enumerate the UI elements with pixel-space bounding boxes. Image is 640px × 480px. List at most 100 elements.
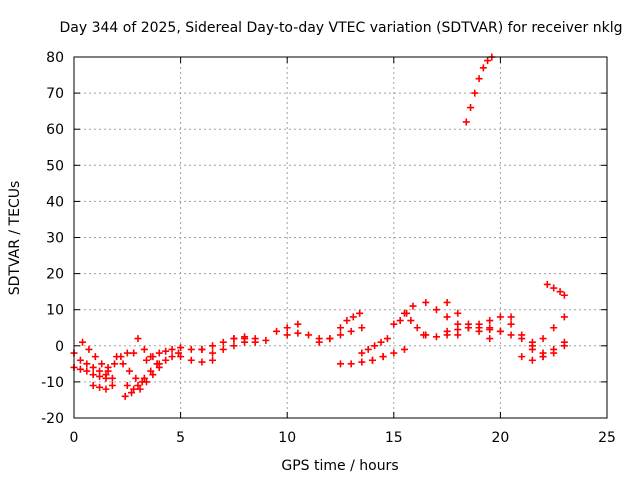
series-arc-22 bbox=[368, 345, 408, 364]
data-point bbox=[177, 353, 185, 361]
data-point bbox=[209, 356, 217, 364]
data-point bbox=[209, 349, 217, 357]
series-arc-15 bbox=[230, 333, 270, 344]
series-arc-28 bbox=[443, 324, 504, 335]
y-tick-label: 80 bbox=[46, 50, 64, 66]
data-point bbox=[187, 345, 195, 353]
data-point bbox=[155, 349, 163, 357]
series-arc-21 bbox=[358, 335, 391, 357]
data-point bbox=[162, 347, 170, 355]
data-point bbox=[543, 280, 551, 288]
data-point bbox=[174, 349, 182, 357]
data-point bbox=[113, 353, 121, 361]
data-point bbox=[377, 338, 385, 346]
data-point bbox=[123, 382, 131, 390]
data-point bbox=[219, 338, 227, 346]
data-point bbox=[209, 342, 217, 350]
data-point bbox=[121, 392, 129, 400]
series-arc-4 bbox=[89, 382, 116, 393]
data-point bbox=[142, 378, 150, 386]
data-point bbox=[454, 326, 462, 334]
data-point bbox=[390, 320, 398, 328]
data-point bbox=[443, 327, 451, 335]
series-arc-30 bbox=[462, 53, 496, 126]
series-arc-16 bbox=[273, 320, 302, 335]
series-arc-29 bbox=[464, 313, 515, 332]
data-point bbox=[539, 353, 547, 361]
data-point bbox=[83, 360, 91, 368]
data-point bbox=[343, 317, 351, 325]
data-point bbox=[560, 313, 568, 321]
series-arc-36 bbox=[539, 342, 568, 361]
series-arc-25 bbox=[422, 331, 462, 341]
data-point bbox=[413, 324, 421, 332]
data-point bbox=[422, 331, 430, 339]
data-point bbox=[162, 356, 170, 364]
data-point bbox=[550, 349, 558, 357]
data-point bbox=[556, 288, 564, 296]
data-point bbox=[134, 335, 142, 343]
series-arc-12 bbox=[177, 353, 217, 366]
data-point bbox=[187, 356, 195, 364]
data-point bbox=[467, 104, 475, 112]
series-arc-23 bbox=[390, 302, 417, 328]
data-point bbox=[119, 360, 127, 368]
data-point bbox=[85, 345, 93, 353]
data-point bbox=[149, 371, 157, 379]
y-tick-label: 40 bbox=[46, 194, 64, 210]
y-tick-label: -20 bbox=[41, 411, 64, 427]
data-point bbox=[111, 360, 119, 368]
data-point bbox=[108, 382, 116, 390]
data-point bbox=[108, 374, 116, 382]
data-point bbox=[409, 302, 417, 310]
grid-lines bbox=[74, 57, 607, 418]
data-point bbox=[177, 344, 185, 352]
x-tick-label: 10 bbox=[278, 430, 296, 446]
y-axis-label: SDTVAR / TECUs bbox=[7, 181, 23, 296]
y-tick-label: 10 bbox=[46, 303, 64, 319]
data-point bbox=[479, 64, 487, 72]
data-point bbox=[155, 360, 163, 368]
data-point bbox=[443, 313, 451, 321]
series-arc-19 bbox=[337, 309, 364, 332]
data-point bbox=[539, 335, 547, 343]
data-point bbox=[383, 335, 391, 343]
data-point bbox=[142, 356, 150, 364]
data-point bbox=[518, 331, 526, 339]
data-point bbox=[396, 317, 404, 325]
chart-title: Day 344 of 2025, Sidereal Day-to-day VTE… bbox=[60, 20, 623, 36]
data-point bbox=[560, 342, 568, 350]
series-arc-6 bbox=[113, 353, 146, 386]
data-point bbox=[130, 349, 138, 357]
data-point bbox=[198, 358, 206, 366]
data-point bbox=[83, 367, 91, 375]
x-tick-label: 0 bbox=[70, 430, 79, 446]
data-point bbox=[518, 353, 526, 361]
series-arc-34 bbox=[528, 313, 568, 353]
data-point bbox=[443, 298, 451, 306]
data-point bbox=[315, 338, 323, 346]
data-point bbox=[368, 356, 376, 364]
data-point bbox=[294, 320, 302, 328]
y-axis-ticks: -20 -10 0 10 20 30 40 50 60 70 80 bbox=[41, 50, 607, 427]
data-point bbox=[337, 324, 344, 332]
data-point bbox=[134, 382, 142, 390]
y-tick-label: 30 bbox=[46, 231, 64, 247]
x-axis-label: GPS time / hours bbox=[281, 458, 398, 474]
data-point bbox=[251, 335, 259, 343]
data-point bbox=[507, 331, 515, 339]
data-point bbox=[96, 383, 104, 391]
data-point bbox=[364, 345, 372, 353]
data-point bbox=[140, 374, 148, 382]
series-arc-9 bbox=[134, 335, 161, 368]
data-point bbox=[407, 317, 415, 325]
data-point bbox=[283, 324, 291, 332]
data-point bbox=[358, 349, 366, 357]
data-point bbox=[347, 327, 355, 335]
data-point bbox=[96, 372, 104, 380]
data-point bbox=[422, 298, 430, 306]
data-point bbox=[273, 327, 281, 335]
data-point bbox=[400, 309, 408, 317]
data-point bbox=[125, 367, 133, 375]
data-point bbox=[305, 331, 313, 339]
